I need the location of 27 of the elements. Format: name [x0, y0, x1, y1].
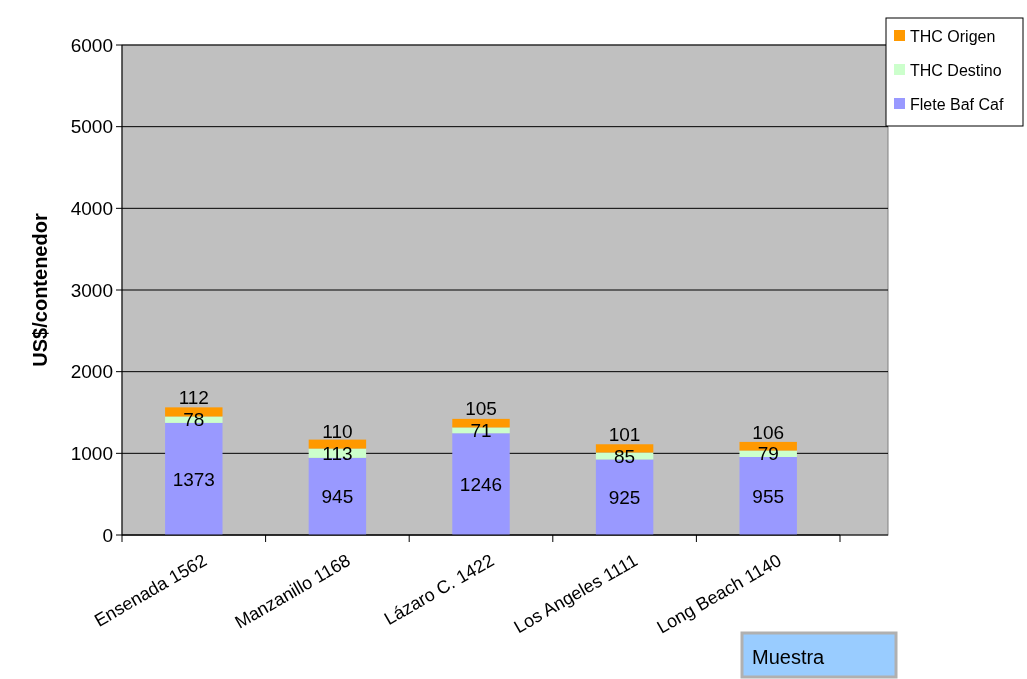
- legend-label: Flete Baf Caf: [910, 95, 1004, 113]
- y-axis-title: US$/contenedor: [29, 213, 51, 367]
- legend-label: THC Origen: [910, 27, 996, 45]
- data-label: 1246: [459, 473, 503, 495]
- y-tick-label: 5000: [70, 116, 113, 138]
- text: Muestra: [752, 646, 826, 668]
- data-label: 955: [752, 485, 785, 507]
- y-tick-label: 2000: [70, 361, 113, 383]
- y-tick-label: 4000: [70, 197, 113, 219]
- data-label: 79: [757, 443, 779, 465]
- y-tick-label: 0: [102, 524, 113, 546]
- data-label: 110: [322, 421, 353, 443]
- y-tick-label: 1000: [70, 442, 113, 464]
- data-label: 945: [321, 486, 354, 508]
- data-label: 85: [614, 445, 636, 467]
- data-label: 925: [608, 486, 641, 508]
- legend-label: THC Destino: [910, 61, 1002, 79]
- data-label: 106: [752, 421, 785, 443]
- bar: [308, 439, 367, 449]
- y-tick-label: 6000: [70, 34, 113, 56]
- data-label: 78: [183, 409, 205, 431]
- data-label: 113: [322, 442, 353, 464]
- data-label: 105: [465, 398, 497, 420]
- data-label: 112: [178, 387, 209, 409]
- data-label: 1373: [172, 468, 215, 490]
- data-label: 101: [608, 423, 641, 445]
- y-tick-label: 3000: [70, 279, 113, 301]
